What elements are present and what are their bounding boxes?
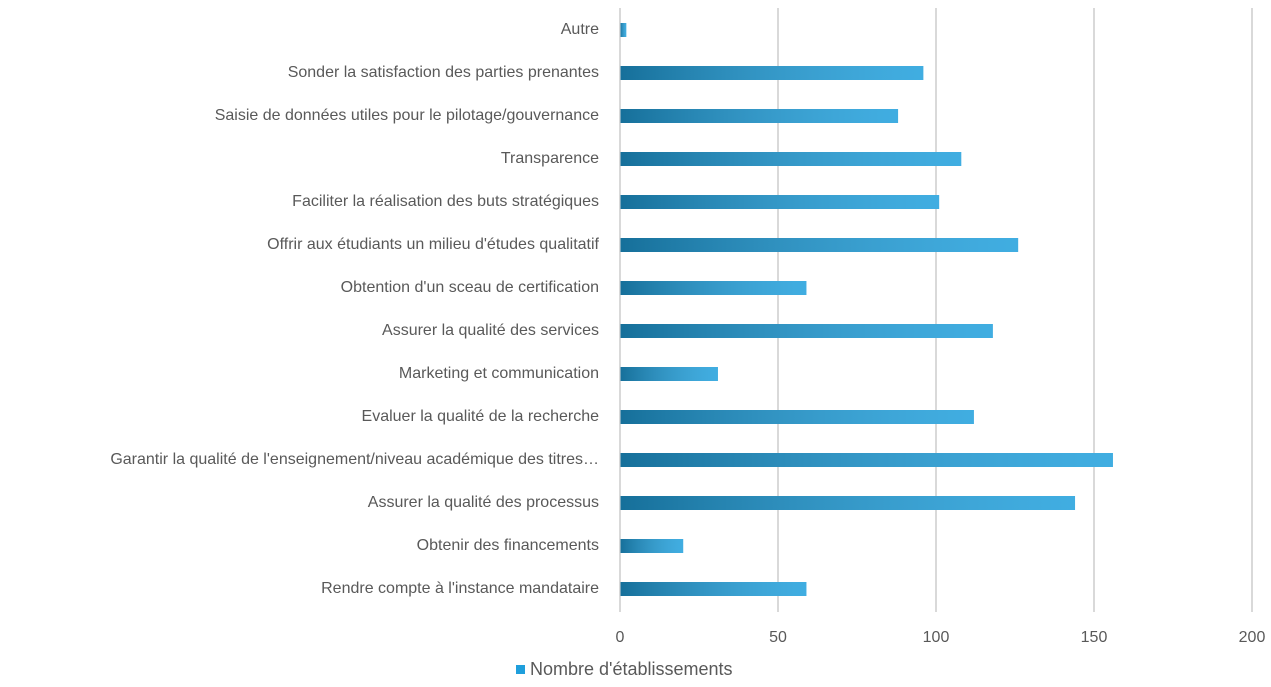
bar xyxy=(620,496,1076,510)
y-tick-label: Rendre compte à l'instance mandataire xyxy=(321,580,599,597)
y-tick-label: Assurer la qualité des services xyxy=(382,322,599,339)
y-tick-label: Offrir aux étudiants un milieu d'études … xyxy=(267,236,599,253)
bar xyxy=(620,539,684,553)
y-tick-label: Evaluer la qualité de la recherche xyxy=(362,408,600,425)
y-tick-label: Assurer la qualité des processus xyxy=(368,494,599,511)
legend-swatch xyxy=(516,665,525,674)
bar xyxy=(620,410,974,424)
y-tick-label: Sonder la satisfaction des parties prena… xyxy=(288,64,599,81)
x-tick-label: 50 xyxy=(769,629,787,646)
bar xyxy=(620,281,807,295)
bar xyxy=(620,367,718,381)
y-tick-label: Obtenir des financements xyxy=(417,537,599,554)
bar xyxy=(620,195,940,209)
bar xyxy=(620,23,627,37)
x-tick-label: 200 xyxy=(1239,629,1266,646)
y-tick-label: Autre xyxy=(561,21,599,38)
x-tick-label: 0 xyxy=(616,629,625,646)
y-tick-label: Faciliter la réalisation des buts straté… xyxy=(292,193,599,210)
bar xyxy=(620,453,1113,467)
bar xyxy=(620,324,993,338)
bar xyxy=(620,582,807,596)
y-tick-label: Transparence xyxy=(501,150,599,167)
y-tick-label: Marketing et communication xyxy=(399,365,599,382)
y-tick-label: Obtention d'un sceau de certification xyxy=(341,279,599,296)
y-tick-label: Saisie de données utiles pour le pilotag… xyxy=(215,107,599,124)
bar xyxy=(620,66,924,80)
bar xyxy=(620,109,899,123)
y-tick-label: Garantir la qualité de l'enseignement/ni… xyxy=(110,451,599,468)
bar xyxy=(620,152,962,166)
x-tick-label: 100 xyxy=(923,629,950,646)
bar xyxy=(620,238,1019,252)
x-tick-label: 150 xyxy=(1081,629,1108,646)
legend-label: Nombre d'établissements xyxy=(530,659,733,679)
